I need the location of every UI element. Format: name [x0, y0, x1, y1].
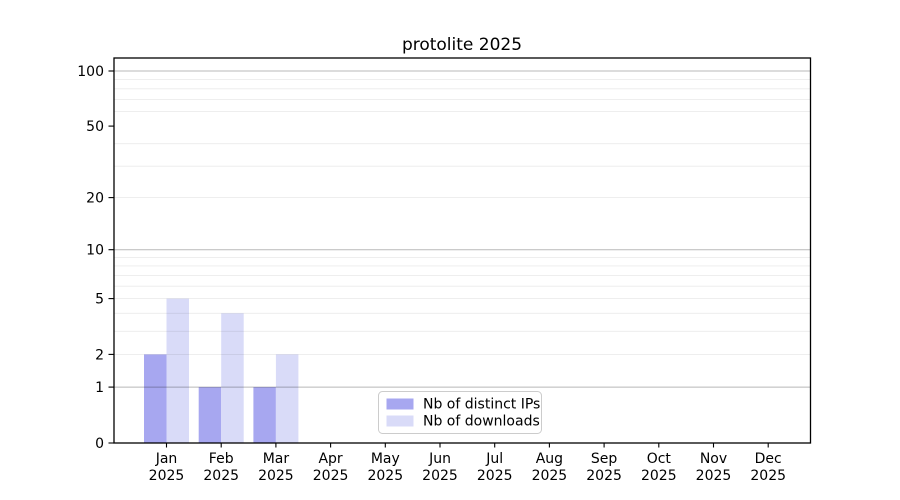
x-tick-label-year-nov: 2025 [696, 468, 732, 484]
chart-title: protolite 2025 [402, 35, 522, 55]
x-tick-label-month-nov: Nov [700, 451, 727, 467]
x-tick-label-year-jun: 2025 [422, 468, 458, 484]
bar-nb-of-downloads-jan [166, 298, 189, 443]
x-tick-label-year-dec: 2025 [750, 468, 786, 484]
legend-label-nb-of-downloads: Nb of downloads [423, 414, 540, 430]
x-tick-label-year-may: 2025 [367, 468, 403, 484]
x-tick-label-month-mar: Mar [263, 451, 290, 467]
y-tick-label-2: 2 [95, 347, 104, 363]
legend-label-nb-of-distinct-ips: Nb of distinct IPs [423, 397, 540, 413]
bar-nb-of-distinct-ips-jan [144, 354, 167, 443]
x-tick-label-year-mar: 2025 [258, 468, 294, 484]
x-tick-label-year-feb: 2025 [203, 468, 239, 484]
legend-swatch-nb-of-downloads [386, 415, 414, 427]
x-tick-label-year-oct: 2025 [641, 468, 677, 484]
x-tick-label-year-jul: 2025 [477, 468, 513, 484]
bar-nb-of-downloads-mar [275, 354, 299, 443]
y-tick-label-100: 100 [77, 64, 104, 80]
x-tick-label-month-feb: Feb [209, 451, 234, 467]
y-tick-label-0: 0 [95, 436, 104, 452]
y-axis: 0 1 2 5 10 20 50 100 [77, 64, 114, 452]
bar-nb-of-distinct-ips-feb [198, 387, 222, 443]
x-tick-label-month-jun: Jun [428, 451, 451, 467]
legend-box [378, 391, 542, 434]
x-tick-label-year-aug: 2025 [532, 468, 568, 484]
x-axis: Jan2025Feb2025Mar2025Apr2025May2025Jun20… [149, 443, 786, 484]
x-tick-label-year-apr: 2025 [313, 468, 349, 484]
x-tick-label-year-sep: 2025 [586, 468, 622, 484]
x-tick-label-month-jul: Jul [485, 451, 503, 467]
x-tick-label-month-apr: Apr [318, 451, 342, 467]
bar-nb-of-downloads-feb [221, 313, 244, 443]
x-tick-label-month-oct: Oct [647, 451, 672, 467]
x-tick-label-year-jan: 2025 [149, 468, 185, 484]
legend-swatch-nb-of-distinct-ips [386, 398, 414, 410]
x-tick-label-month-aug: Aug [536, 451, 563, 467]
x-tick-label-month-jan: Jan [155, 451, 178, 467]
x-tick-label-month-sep: Sep [591, 451, 618, 467]
y-tick-label-50: 50 [86, 119, 104, 135]
x-tick-label-month-dec: Dec [755, 451, 782, 467]
y-tick-label-5: 5 [95, 292, 104, 308]
bars-layer [144, 298, 299, 443]
y-tick-label-10: 10 [86, 243, 104, 259]
gridlines-layer [114, 70, 811, 388]
x-tick-label-month-may: May [371, 451, 400, 467]
y-tick-label-20: 20 [86, 191, 104, 207]
bar-nb-of-distinct-ips-mar [253, 387, 276, 443]
y-tick-label-1: 1 [95, 380, 104, 396]
plot-border [113, 57, 812, 444]
